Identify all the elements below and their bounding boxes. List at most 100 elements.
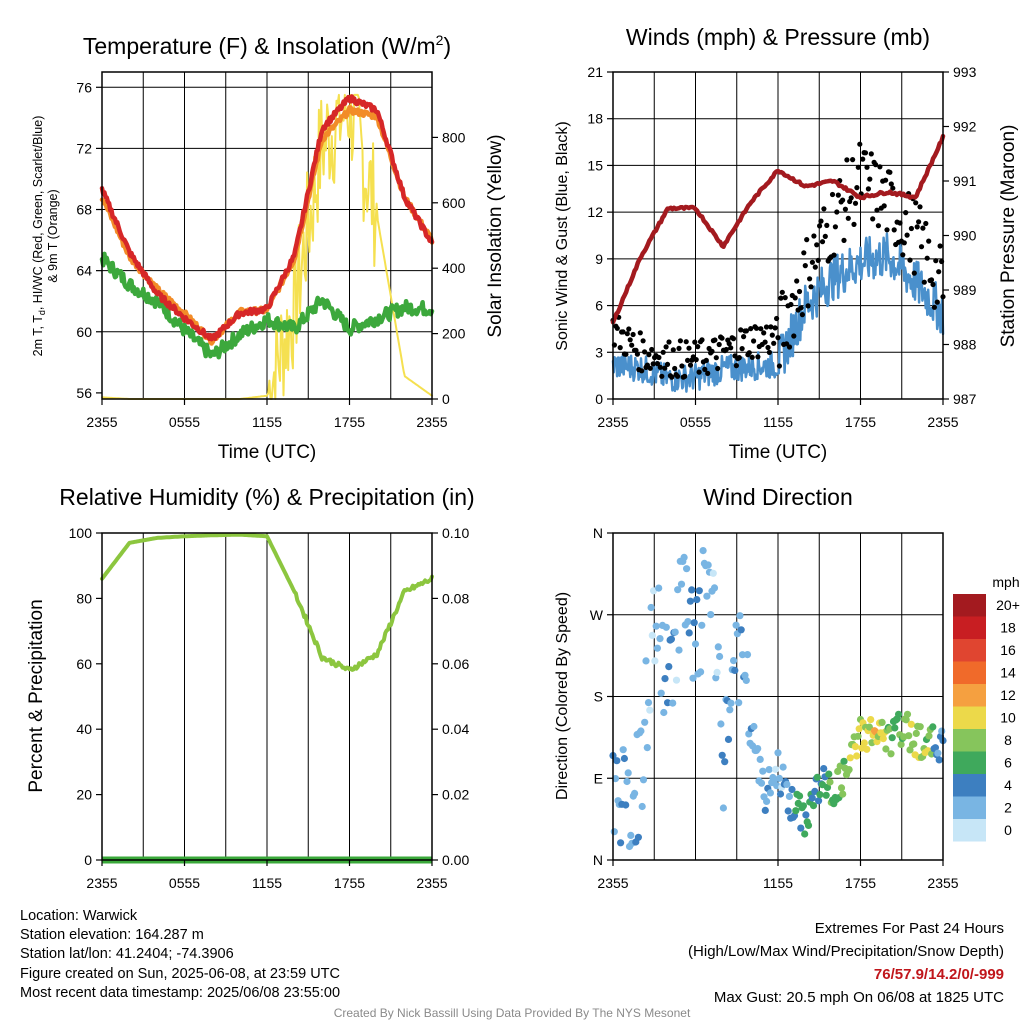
direction-point — [690, 619, 698, 627]
gust-point — [907, 257, 913, 263]
direction-point — [935, 756, 943, 764]
direction-point — [620, 754, 629, 763]
gust-point — [696, 369, 702, 375]
gust-point — [875, 223, 882, 229]
direction-point — [642, 657, 650, 665]
direction-point — [788, 785, 796, 794]
relative-humidity-line — [100, 532, 434, 672]
direction-point — [891, 724, 899, 732]
right-tick-label: 800 — [442, 129, 466, 145]
direction-point — [815, 797, 823, 805]
extremes-title: Extremes For Past 24 Hours — [814, 920, 1004, 937]
bottom-tick-label: 1755 — [334, 875, 365, 891]
gust-point — [758, 326, 764, 332]
legend-swatch — [953, 751, 986, 774]
gust-point — [864, 164, 870, 170]
gust-point — [762, 339, 768, 345]
direction-point — [731, 666, 739, 675]
gust-point — [930, 281, 936, 288]
direction-point — [631, 789, 639, 798]
gust-point — [877, 164, 883, 170]
direction-point — [763, 797, 771, 806]
bottom-tick-label: 2355 — [597, 414, 628, 430]
bottom-tick-label: 2355 — [597, 875, 628, 891]
gust-point — [840, 197, 846, 203]
direction-point — [704, 561, 712, 569]
direction-point — [853, 752, 861, 760]
direction-ticks: N E S W N 2355 1155 1755 2355 — [590, 525, 959, 891]
gust-point — [702, 366, 708, 372]
gust-point — [796, 288, 803, 295]
gust-point — [792, 295, 798, 301]
gust-point — [920, 225, 926, 231]
left-tick-label: 56 — [76, 385, 92, 401]
right-tick-label: 993 — [953, 64, 977, 80]
direction-point — [796, 792, 804, 800]
gust-point — [640, 338, 646, 344]
gust-point — [794, 278, 800, 284]
right-tick-label: 988 — [953, 337, 977, 353]
direction-point — [779, 763, 787, 771]
direction-point — [693, 596, 701, 604]
direction-point — [757, 779, 766, 787]
legend-label: 6 — [1004, 755, 1012, 771]
legend-swatch — [953, 819, 986, 842]
legend-swatch — [953, 684, 986, 707]
direction-point — [719, 804, 728, 812]
direction-point — [699, 547, 707, 555]
gust-point — [749, 354, 755, 360]
direction-point — [903, 710, 912, 718]
gust-point — [933, 258, 939, 264]
station-location: Location: Warwick — [20, 908, 138, 924]
bottom-tick-label: 0555 — [169, 875, 200, 891]
gust-point — [844, 157, 850, 163]
direction-point — [698, 621, 706, 629]
legend-swatch — [953, 729, 986, 752]
direction-point — [730, 657, 738, 665]
direction-point — [897, 740, 905, 749]
gust-point — [733, 363, 740, 369]
legend-label: 2 — [1004, 800, 1012, 816]
gust-point — [719, 335, 725, 341]
station-info: Location: Warwick Station elevation: 164… — [20, 907, 340, 1003]
gust-point — [741, 334, 747, 340]
gust-point — [831, 252, 837, 258]
winds-panel: Winds (mph) & Pressure (mb) 0 3 6 9 12 15 18 21… — [554, 24, 1019, 463]
gust-point — [867, 176, 873, 182]
max-gust: Max Gust: 20.5 mph On 06/08 at 1825 UTC — [713, 989, 1004, 1006]
gust-point — [779, 289, 785, 295]
direction-point — [691, 640, 700, 648]
direction-point — [655, 584, 663, 592]
station-latlon: Station lat/lon: 41.2404; -74.3906 — [20, 946, 234, 963]
right-tick-label: 600 — [442, 195, 466, 211]
gust-point — [766, 349, 773, 355]
gust-point — [755, 354, 761, 360]
temperature-xlabel: Time (UTC) — [218, 442, 317, 463]
gust-point — [829, 191, 836, 198]
gust-point — [824, 222, 830, 228]
left-tick-label: W — [590, 607, 604, 623]
left-tick-label: 20 — [76, 787, 92, 803]
direction-point — [683, 565, 691, 573]
gust-point — [903, 210, 909, 216]
bottom-tick-label: 0555 — [680, 414, 711, 430]
gust-point — [670, 347, 676, 353]
winds-ylabel-left: Sonic Wind & Gust (Blue, Black) — [554, 121, 571, 350]
direction-point — [776, 790, 785, 798]
gust-point — [716, 341, 722, 348]
gust-point — [934, 299, 940, 305]
gust-point — [695, 344, 701, 350]
direction-point — [771, 765, 780, 773]
direction-point — [808, 794, 816, 802]
gust-point — [657, 364, 663, 370]
left-tick-label: 21 — [587, 64, 603, 80]
gust-point — [637, 330, 643, 336]
direction-point — [646, 706, 654, 714]
gust-point — [776, 363, 783, 369]
gust-point — [683, 339, 689, 345]
gust-point — [646, 352, 652, 358]
gust-point — [868, 151, 874, 157]
gust-point — [874, 207, 880, 213]
left-tick-label: 12 — [587, 204, 603, 220]
direction-point — [738, 651, 747, 659]
